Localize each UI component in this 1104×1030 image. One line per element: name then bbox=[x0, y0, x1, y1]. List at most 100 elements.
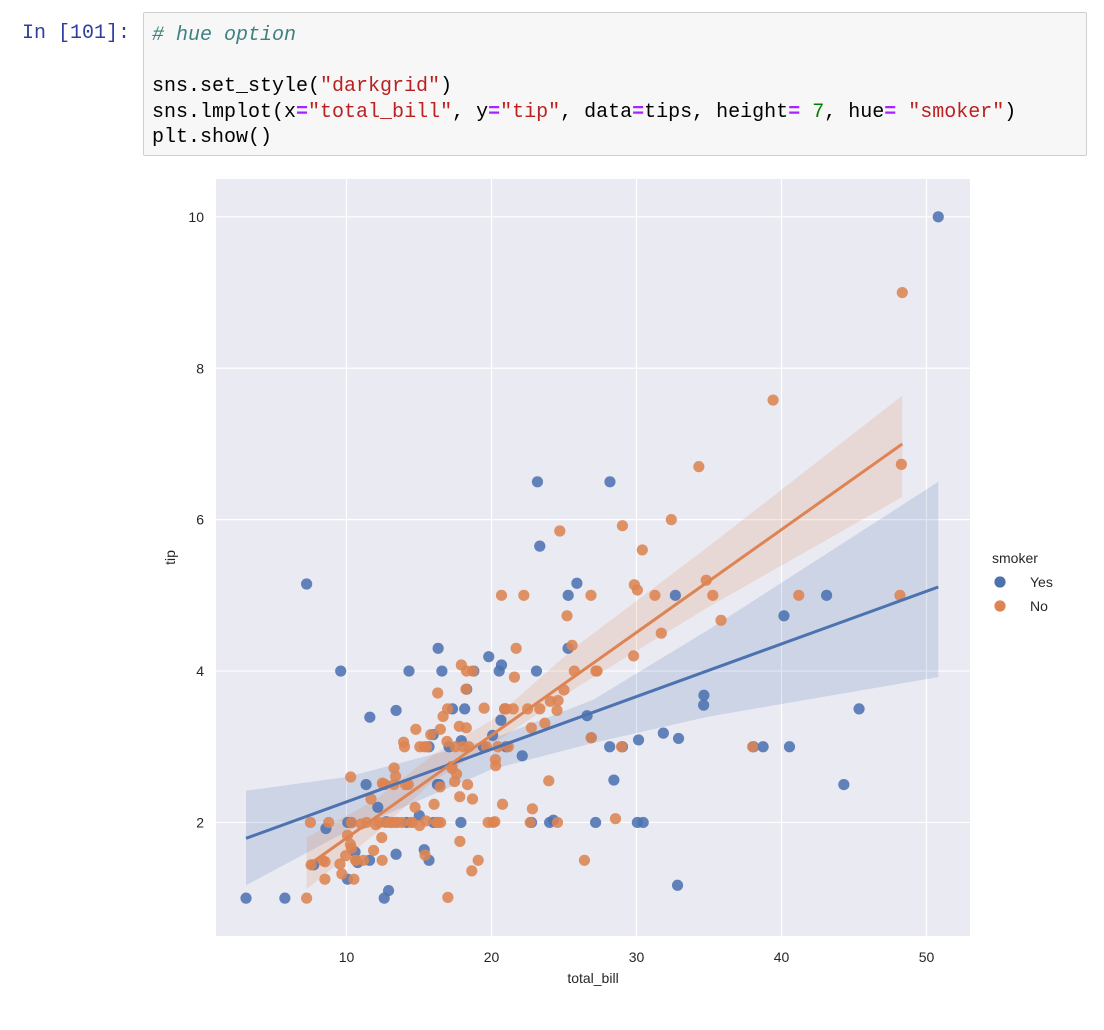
scatter-point-1 bbox=[591, 665, 603, 677]
code-token: = bbox=[296, 100, 309, 124]
code-token: = bbox=[632, 100, 645, 124]
scatter-point-1 bbox=[441, 703, 454, 715]
scatter-point-1 bbox=[490, 760, 502, 772]
scatter-point-1 bbox=[466, 865, 478, 877]
scatter-point-0 bbox=[657, 727, 669, 739]
scatter-point-1 bbox=[554, 525, 566, 537]
scatter-point-1 bbox=[460, 722, 472, 734]
scatter-point-1 bbox=[649, 589, 661, 601]
scatter-point-1 bbox=[435, 816, 447, 829]
scatter-point-1 bbox=[376, 831, 388, 844]
scatter-point-1 bbox=[410, 723, 422, 735]
scatter-point-1 bbox=[432, 687, 444, 699]
scatter-point-1 bbox=[793, 589, 805, 601]
confidence-band-0 bbox=[246, 481, 939, 886]
scatter-point-0 bbox=[390, 848, 402, 860]
scatter-point-0 bbox=[403, 665, 415, 677]
scatter-point-0 bbox=[671, 879, 684, 891]
scatter-point-0 bbox=[436, 665, 448, 677]
scatter-point-0 bbox=[820, 589, 833, 601]
scatter-point-1 bbox=[409, 801, 421, 813]
code-token: 7 bbox=[812, 100, 825, 124]
scatter-point-1 bbox=[442, 891, 454, 903]
code-token: ) bbox=[440, 75, 453, 98]
code-token: "smoker" bbox=[908, 100, 1005, 124]
scatter-point-1 bbox=[434, 781, 446, 793]
scatter-point-1 bbox=[454, 835, 466, 847]
scatter-point-1 bbox=[543, 775, 555, 787]
scatter-point-1 bbox=[396, 816, 408, 829]
code-cell[interactable]: # hue option sns.set_style("darkgrid") s… bbox=[143, 12, 1087, 156]
scatter-point-0 bbox=[608, 774, 620, 786]
scatter-point-1 bbox=[365, 793, 377, 805]
scatter-point-1 bbox=[487, 816, 499, 829]
code-token: , hue bbox=[824, 100, 885, 124]
y-tick-label: 4 bbox=[196, 663, 204, 679]
scatter-point-0 bbox=[637, 816, 649, 829]
y-tick-label: 2 bbox=[196, 814, 204, 830]
scatter-point-1 bbox=[495, 589, 508, 601]
scatter-point-1 bbox=[507, 703, 519, 715]
code-token: tips, height bbox=[644, 100, 789, 124]
scatter-point-0 bbox=[531, 476, 544, 488]
scatter-point-1 bbox=[561, 610, 573, 622]
code-token: sns.lmplot(x bbox=[152, 100, 297, 124]
scatter-point-1 bbox=[693, 461, 705, 473]
scatter-point-0 bbox=[372, 801, 384, 813]
scatter-point-1 bbox=[478, 702, 490, 714]
scatter-point-1 bbox=[357, 854, 370, 866]
scatter-point-1 bbox=[715, 614, 727, 626]
code-token: , data bbox=[560, 100, 633, 124]
scatter-point-0 bbox=[571, 577, 583, 589]
scatter-point-0 bbox=[432, 642, 444, 654]
y-tick-label: 8 bbox=[196, 360, 204, 376]
y-tick-label: 10 bbox=[188, 209, 204, 225]
scatter-point-1 bbox=[301, 892, 313, 904]
scatter-point-1 bbox=[348, 873, 360, 885]
scatter-point-1 bbox=[376, 854, 388, 866]
scatter-point-1 bbox=[747, 741, 759, 753]
code-token: plt.show() bbox=[152, 126, 273, 149]
scatter-point-1 bbox=[345, 842, 358, 854]
scatter-point-1 bbox=[767, 394, 779, 406]
scatter-point-1 bbox=[707, 589, 719, 601]
scatter-point-1 bbox=[508, 671, 521, 683]
scatter-point-0 bbox=[495, 714, 507, 726]
legend-label-1: No bbox=[1030, 598, 1048, 614]
code-token: , y bbox=[452, 100, 489, 124]
code-token: # hue option bbox=[152, 24, 297, 47]
scatter-point-1 bbox=[628, 650, 640, 662]
code-token: = bbox=[884, 100, 897, 124]
scatter-point-1 bbox=[345, 771, 357, 783]
scatter-point-0 bbox=[632, 734, 645, 746]
scatter-point-1 bbox=[425, 729, 437, 741]
scatter-point-1 bbox=[450, 768, 463, 780]
scatter-point-1 bbox=[461, 779, 474, 791]
scatter-point-1 bbox=[428, 798, 440, 810]
scatter-point-1 bbox=[304, 816, 316, 829]
scatter-point-1 bbox=[420, 815, 432, 827]
scatter-point-1 bbox=[896, 286, 908, 299]
scatter-point-0 bbox=[838, 779, 850, 791]
scatter-point-1 bbox=[585, 589, 597, 601]
scatter-point-0 bbox=[382, 884, 395, 897]
code-token: "tip" bbox=[500, 100, 561, 124]
scatter-point-1 bbox=[454, 791, 466, 803]
scatter-point-1 bbox=[566, 639, 578, 651]
scatter-point-1 bbox=[518, 589, 530, 601]
scatter-point-1 bbox=[388, 762, 400, 774]
x-axis-label: total_bill bbox=[567, 970, 618, 986]
scatter-point-1 bbox=[434, 723, 446, 735]
scatter-point-1 bbox=[700, 574, 712, 586]
scatter-point-1 bbox=[636, 544, 648, 556]
code-editor[interactable]: # hue option sns.set_style("darkgrid") s… bbox=[152, 23, 1016, 151]
scatter-point-0 bbox=[672, 732, 685, 745]
scatter-point-1 bbox=[525, 722, 537, 734]
scatter-point-1 bbox=[551, 704, 563, 717]
scatter-point-1 bbox=[539, 717, 551, 729]
x-tick-label: 50 bbox=[919, 949, 935, 965]
scatter-point-0 bbox=[516, 750, 528, 762]
scatter-point-0 bbox=[698, 699, 710, 711]
scatter-point-1 bbox=[460, 683, 472, 695]
regression-line-1 bbox=[305, 442, 904, 868]
